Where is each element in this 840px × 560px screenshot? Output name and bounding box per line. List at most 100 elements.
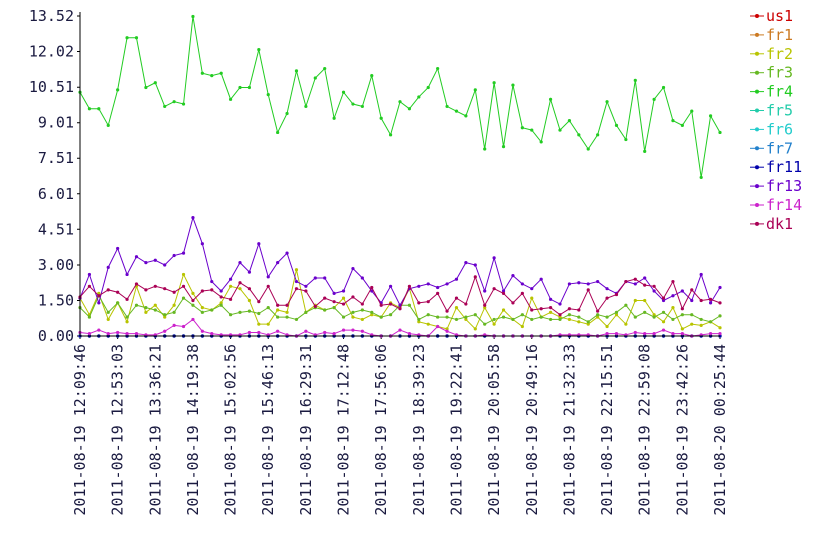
data-point (238, 261, 242, 265)
data-point (304, 284, 308, 288)
data-point (323, 296, 327, 300)
x-tick-label: 2011-08-19 22:15:51 (598, 344, 616, 516)
data-point (97, 291, 101, 295)
data-point (153, 303, 157, 307)
data-point (661, 320, 666, 324)
x-tick-label: 2011-08-19 21:32:33 (560, 344, 578, 516)
data-point (586, 282, 590, 286)
data-point (210, 288, 214, 292)
data-point (596, 309, 600, 313)
data-point (652, 315, 656, 319)
data-point (548, 97, 553, 101)
data-point (257, 322, 261, 326)
data-point (614, 313, 619, 317)
data-point (125, 320, 129, 324)
data-point (276, 130, 280, 135)
series-line (79, 269, 721, 330)
data-point (313, 276, 317, 280)
data-point (228, 297, 233, 301)
data-point (492, 322, 496, 326)
data-point (501, 289, 506, 293)
data-point (294, 268, 299, 272)
legend-label: us1 (766, 7, 793, 25)
data-point (718, 314, 722, 318)
data-point (407, 332, 412, 336)
data-point (163, 104, 167, 109)
data-point (661, 310, 666, 314)
data-point (313, 76, 317, 80)
data-point (238, 310, 242, 314)
data-point (210, 332, 214, 336)
data-point (671, 332, 675, 336)
data-point (445, 104, 449, 109)
data-point (680, 313, 684, 317)
data-point (341, 328, 346, 332)
data-point (426, 85, 430, 90)
data-point (210, 308, 214, 312)
data-point (492, 256, 496, 260)
data-point (643, 283, 647, 287)
data-point (548, 317, 553, 322)
data-point (596, 315, 600, 319)
legend-label: fr2 (766, 45, 793, 63)
data-point (567, 317, 572, 322)
data-point (106, 265, 110, 269)
data-point (483, 147, 487, 151)
data-point (417, 284, 421, 288)
data-point (445, 315, 449, 319)
legend-label: fr14 (766, 196, 802, 214)
data-point (116, 88, 120, 92)
data-point (153, 81, 157, 85)
data-point (708, 114, 713, 118)
data-point (483, 289, 487, 293)
y-tick-label: 6.01 (38, 185, 74, 203)
data-point (238, 85, 242, 90)
data-point (577, 133, 581, 137)
data-point (191, 216, 195, 220)
data-point (163, 313, 167, 317)
data-point (445, 329, 449, 333)
data-point (153, 284, 157, 288)
data-point (247, 298, 252, 303)
data-point (436, 285, 440, 290)
data-point (370, 74, 374, 78)
data-point (567, 282, 572, 286)
data-point (219, 295, 223, 299)
data-point (473, 263, 477, 267)
data-point (294, 279, 299, 284)
data-point (87, 107, 92, 111)
data-point (643, 276, 647, 280)
data-point (567, 307, 572, 311)
data-point (341, 315, 346, 319)
data-point (614, 123, 619, 127)
data-point (97, 107, 101, 111)
x-tick-label: 2011-08-19 23:42:26 (673, 344, 691, 516)
legend-marker (755, 184, 759, 189)
data-point (690, 298, 694, 303)
data-point (294, 69, 299, 73)
data-point (417, 317, 421, 322)
data-point (247, 287, 252, 291)
data-point (464, 302, 468, 306)
data-point (624, 322, 628, 326)
data-point (596, 313, 600, 317)
data-point (285, 111, 289, 116)
data-point (219, 71, 223, 75)
data-point (87, 272, 92, 277)
data-point (163, 263, 167, 267)
data-point (257, 242, 261, 246)
data-point (454, 317, 459, 322)
data-point (134, 255, 139, 259)
data-point (351, 315, 355, 319)
data-point (530, 308, 534, 312)
data-point (285, 315, 289, 319)
data-point (624, 137, 628, 142)
data-point (464, 261, 468, 265)
data-point (247, 85, 252, 90)
data-point (483, 303, 487, 307)
legend-label: fr3 (766, 64, 793, 82)
legend-marker (755, 32, 759, 37)
data-point (294, 287, 299, 291)
data-point (247, 309, 252, 313)
data-point (191, 291, 195, 295)
